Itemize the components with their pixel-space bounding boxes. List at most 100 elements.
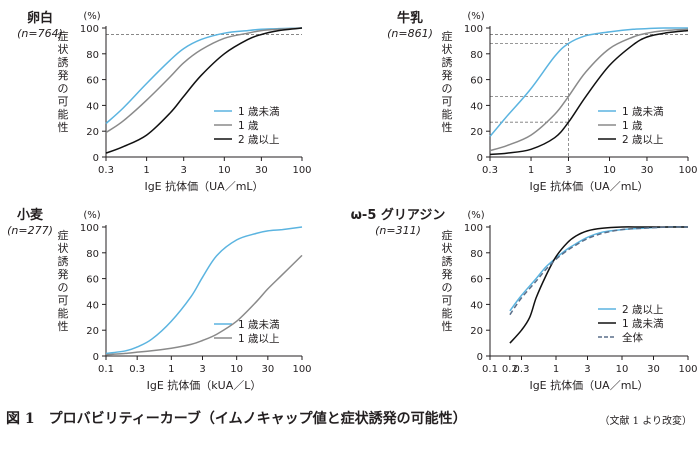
y-tick-label: 60 [470,275,483,286]
y-tick-label: 40 [86,101,99,112]
x-tick-label: 3 [565,165,571,176]
x-tick-label: 100 [678,165,697,176]
series-line-1 [105,27,303,125]
y-tick-label: 40 [470,300,483,311]
y-tick-label: 60 [470,76,483,87]
legend-label: 1 歳未満 [238,106,280,118]
x-tick-label: 3 [199,364,205,375]
chart-panel-2: 牛乳(n=861) (%) 症状誘発の可能性 0 20 40 60 80 100 0.3 1 3 10 3… [387,10,697,193]
caption-title: 図 1 プロバビリティーカーブ（イムノキャップ値と症状誘発の可能性） [6,411,467,427]
x-tick-label: 10 [230,364,243,375]
chart-panel-3: 小麦(n=277) (%) 症状誘発の可能性 0 20 40 60 80 100 0.1 0.3 1 3… [7,207,311,392]
chart-subtitle: (n=311) [375,224,421,237]
y-tick-label: 100 [80,24,99,35]
x-tick-label: 0.1 [482,364,498,375]
legend-label: 2 歳以上 [622,134,664,146]
series-line-1 [509,226,689,312]
y-tick-label: 20 [86,127,99,138]
y-tick-label: 0 [477,153,483,164]
x-tick-label: 1 [168,364,174,375]
x-tick-label: 100 [678,364,697,375]
x-tick-label: 1 [553,364,559,375]
series-line-1 [105,226,303,355]
legend-label: 全体 [622,331,643,344]
y-tick-label: 40 [86,300,99,311]
x-tick-label: 0.3 [98,165,114,176]
y-tick-label: 100 [464,223,483,234]
legend-label: 1 歳未満 [622,318,664,330]
y-tick-label: 0 [477,352,483,363]
y-tick-label: 20 [470,127,483,138]
series-line-2 [105,254,303,356]
series-line-1 [489,27,689,137]
x-tick-label: 0.3 [129,364,145,375]
y-axis-label: 症状誘発の可能性 [58,228,69,333]
x-axis-label: IgE 抗体価（UA／mL） [529,179,648,193]
x-tick-label: 0.1 [98,364,114,375]
chart-title: 卵白 [27,10,53,26]
x-tick-label: 10 [218,165,231,176]
y-tick-label: 20 [86,326,99,337]
y-tick-label: 80 [470,249,483,260]
x-tick-label: 1 [143,165,149,176]
series-line-2 [489,28,689,152]
x-tick-label: 0.3 [482,165,498,176]
y-unit-label: (%) [467,210,484,221]
x-tick-label: 30 [261,364,274,375]
legend-label: 1 歳未満 [238,319,280,331]
chart-title: 小麦 [17,207,44,223]
chart-panel-1: 卵白(n=764) (%) 症状誘発の可能性 0 20 40 60 80 100 0.3 1 3 10 3… [17,10,311,193]
y-tick-label: 80 [86,249,99,260]
series-line-3 [489,29,689,156]
caption-source: （文献 1 より改変） [599,416,692,427]
legend-label: 1 歳 [238,120,259,132]
y-axis-label: 症状誘発の可能性 [442,228,453,333]
x-tick-label: 10 [603,165,616,176]
y-tick-label: 60 [86,76,99,87]
series-line-2 [509,226,688,344]
chart-title: 牛乳 [397,10,423,26]
y-tick-label: 80 [86,50,99,61]
y-tick-label: 80 [470,50,483,61]
x-axis-label: IgE 抗体価（UA／mL） [529,378,648,392]
legend-label: 1 歳以上 [238,333,280,345]
series-line-2 [105,27,303,134]
chart-subtitle: (n=277) [7,224,53,237]
y-unit-label: (%) [467,11,484,22]
series-line-3 [105,27,303,154]
x-tick-label: 0.2 [502,364,518,375]
x-axis-label: IgE 抗体価（kUA／L） [147,378,262,392]
x-tick-label: 100 [292,165,311,176]
y-tick-label: 100 [80,223,99,234]
chart-subtitle: (n=764) [17,27,63,40]
series-line-3 [509,226,689,316]
y-tick-label: 0 [93,352,99,363]
x-tick-label: 3 [181,165,187,176]
x-tick-label: 0.3 [514,364,530,375]
legend-label: 2 歳以上 [238,134,280,146]
legend-label: 1 歳未満 [622,106,664,118]
x-tick-label: 3 [584,364,590,375]
legend-label: 2 歳以上 [622,304,664,316]
y-unit-label: (%) [83,210,100,221]
y-tick-label: 100 [464,24,483,35]
chart-title: ω-5 グリアジン [351,207,446,223]
y-tick-label: 60 [86,275,99,286]
x-axis-label: IgE 抗体価（UA／mL） [144,179,263,193]
x-tick-label: 30 [647,364,660,375]
legend-label: 1 歳 [622,120,643,132]
x-tick-label: 1 [528,165,534,176]
x-tick-label: 10 [616,364,629,375]
chart-subtitle: (n=861) [387,27,433,40]
chart-panel-4: ω-5 グリアジン(n=311) (%) 症状誘発の可能性 0 20 40 60 80 100 0… [351,207,698,392]
y-tick-label: 20 [470,326,483,337]
x-tick-label: 30 [641,165,654,176]
y-unit-label: (%) [83,11,100,22]
y-tick-label: 0 [93,153,99,164]
y-tick-label: 40 [470,101,483,112]
x-tick-label: 30 [255,165,268,176]
x-tick-label: 100 [292,364,311,375]
y-axis-label: 症状誘発の可能性 [58,29,69,134]
y-axis-label: 症状誘発の可能性 [442,29,453,134]
